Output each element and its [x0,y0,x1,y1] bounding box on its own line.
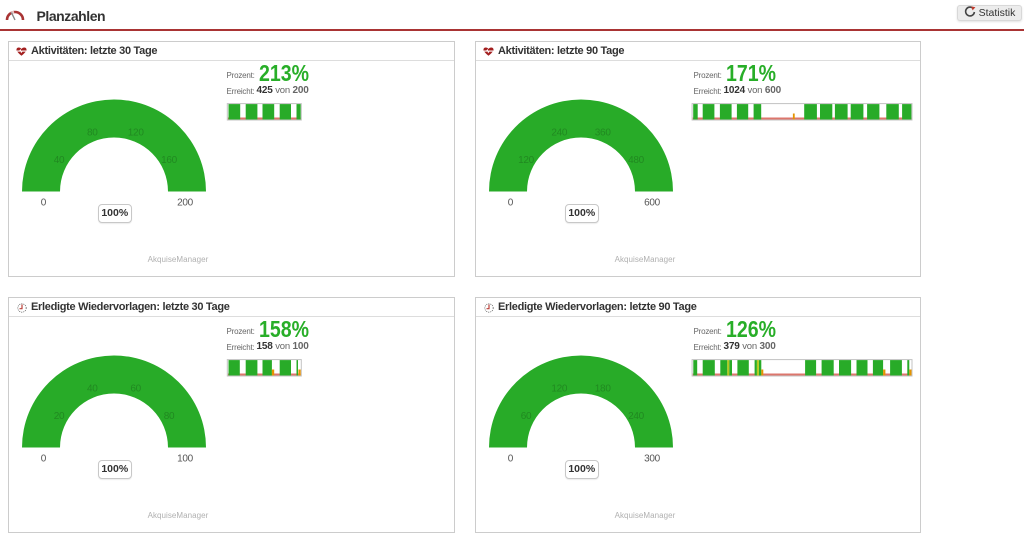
svg-text:200: 200 [177,197,194,208]
svg-text:160: 160 [161,155,178,166]
svg-text:120: 120 [128,127,145,138]
svg-text:20: 20 [54,411,65,422]
svg-text:360: 360 [595,127,612,138]
svg-text:120: 120 [551,383,568,394]
svg-text:0: 0 [508,453,514,464]
svg-text:0: 0 [41,197,47,208]
svg-text:40: 40 [54,155,65,166]
svg-text:240: 240 [628,411,645,422]
svg-text:300: 300 [644,453,661,464]
svg-text:40: 40 [87,383,98,394]
svg-text:0: 0 [41,453,47,464]
svg-text:60: 60 [130,383,141,394]
svg-text:180: 180 [595,383,612,394]
svg-text:600: 600 [644,197,661,208]
svg-text:100: 100 [177,453,194,464]
svg-text:120: 120 [518,155,535,166]
svg-text:240: 240 [551,127,568,138]
svg-text:80: 80 [87,127,98,138]
svg-text:0: 0 [508,197,514,208]
svg-text:60: 60 [521,411,532,422]
svg-text:80: 80 [164,411,175,422]
svg-text:480: 480 [628,155,645,166]
